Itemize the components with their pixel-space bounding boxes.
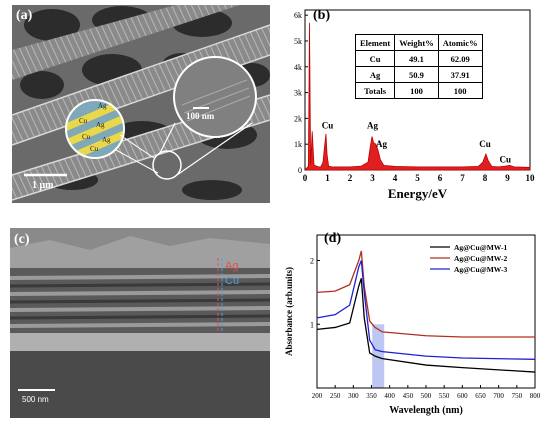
layer-label-6: Cu	[90, 145, 99, 153]
table-header-cell: Weight%	[394, 34, 439, 51]
y-tick-label: 2	[310, 257, 314, 266]
x-tick-label: 6	[438, 173, 443, 183]
x-tick-label: 650	[475, 392, 486, 400]
x-tick-label: 200	[312, 392, 323, 400]
legend-entry: Ag@Cu@MW-1	[454, 243, 508, 252]
layer-label-2: Cu	[79, 117, 88, 125]
cu-layer-label: Cu	[225, 275, 240, 287]
peak-label: Cu	[499, 154, 511, 164]
table-header-cell: Atomic%	[437, 34, 483, 51]
x-tick-label: 750	[512, 392, 523, 400]
layer-label-5: Ag	[102, 136, 111, 144]
x-tick-label: 250	[330, 392, 341, 400]
table-cell: Cu	[354, 50, 396, 67]
table-header-cell: Element	[354, 34, 396, 51]
panel-label-b: (b)	[313, 8, 331, 23]
sem-texture-c	[10, 228, 270, 418]
table-row: Ag 50.9 37.91	[354, 66, 483, 83]
x-tick-label: 500	[421, 392, 432, 400]
x-tick-label: 8	[483, 173, 488, 183]
table-row: Cu 49.1 62.09	[354, 50, 483, 67]
table-cell: 50.9	[394, 66, 439, 83]
y-tick-label: 2k	[294, 114, 302, 123]
y-tick-label: 6k	[294, 11, 302, 20]
peak-label: Cu	[479, 139, 491, 149]
layer-label-4: Cu	[82, 133, 91, 141]
x-tick-label: 600	[457, 392, 468, 400]
table-cell: 100	[437, 82, 483, 99]
x-tick-label: 450	[403, 392, 414, 400]
x-tick-label: 2	[348, 173, 353, 183]
layer-label-1: Ag	[98, 102, 107, 110]
table-cell: 100	[394, 82, 439, 99]
eds-spectrum	[304, 22, 531, 171]
x-tick-label: 9	[505, 173, 510, 183]
zoom-inset-circle	[173, 56, 257, 138]
legend-entry: Ag@Cu@MW-2	[454, 254, 508, 263]
layer-label-3: Ag	[96, 121, 105, 129]
inset-scale-label: 100 nm	[186, 111, 215, 121]
uvvis-panel: 200 250 300 350 400 450 500 550 600 650 700 750 800 1…	[280, 225, 550, 425]
y-tick-label: 3k	[294, 89, 302, 98]
peak-label: Cu	[322, 121, 334, 131]
table-cell: 49.1	[394, 50, 439, 67]
x-tick-label: 350	[366, 392, 377, 400]
eds-panel: 0 1 2 3 4 5 6 7 8 9 10 0 1k 2k 3k 4k 5k 6k Cu Ag Ag Cu Cu Energ…	[275, 0, 550, 215]
x-tick-label: 300	[348, 392, 359, 400]
x-tick-label: 550	[439, 392, 450, 400]
x-tick-label: 800	[530, 392, 541, 400]
highlight-band	[372, 324, 385, 388]
sem-image-c: (c) Ag Cu 500 nm	[10, 228, 270, 418]
zoom-circle-small	[152, 150, 182, 180]
y-tick-label: 5k	[294, 37, 302, 46]
table-cell: Ag	[354, 66, 396, 83]
x-axis-label: Wavelength (nm)	[389, 405, 463, 416]
scale-label-c: 500 nm	[22, 395, 49, 404]
y-axis-label: Absorbance (arb.units)	[284, 267, 294, 356]
eds-table: Element Weight% Atomic% Cu 49.1 62.09 Ag…	[354, 34, 483, 99]
uvvis-chart: 200 250 300 350 400 450 500 550 600 650 700 750 800 1…	[284, 234, 541, 416]
absorbance-curve	[316, 260, 536, 360]
eds-table-header: Element Weight% Atomic%	[354, 34, 483, 51]
table-cell: 37.91	[437, 66, 483, 83]
absorbance-curve	[316, 250, 535, 338]
x-tick-label: 0	[303, 173, 308, 183]
x-tick-label: 700	[493, 392, 504, 400]
y-tick-label: 0	[298, 166, 302, 175]
table-row: Totals 100 100	[354, 82, 483, 99]
absorbance-curve	[316, 278, 536, 373]
x-tick-label: 400	[384, 392, 395, 400]
panel-label-a: (a)	[16, 8, 33, 23]
peak-label: Ag	[376, 139, 387, 149]
legend-entry: Ag@Cu@MW-3	[454, 265, 508, 274]
x-tick-label: 1	[325, 173, 330, 183]
x-tick-label: 3	[370, 173, 375, 183]
x-axis-label: Energy/eV	[388, 186, 448, 201]
x-tick-label: 7	[460, 173, 465, 183]
sem-texture-a	[12, 5, 270, 203]
panel-label-d: (d)	[324, 231, 342, 246]
y-tick-label: 1	[310, 320, 314, 329]
y-tick-label: 4k	[294, 63, 302, 72]
peak-label: Ag	[367, 121, 378, 131]
scale-label-a: 1 μm	[32, 180, 54, 191]
panel-label-c: (c)	[14, 232, 30, 247]
table-cell: 62.09	[437, 50, 483, 67]
x-tick-label: 5	[415, 173, 420, 183]
table-cell: Totals	[354, 82, 396, 99]
ag-layer-label: Ag	[225, 260, 239, 272]
y-tick-label: 1k	[294, 140, 302, 149]
sem-image-a: (a) 100 nm 1 μm Ag Cu Ag Cu Ag Cu	[12, 5, 270, 203]
x-tick-label: 10	[526, 173, 536, 183]
x-tick-label: 4	[393, 173, 398, 183]
